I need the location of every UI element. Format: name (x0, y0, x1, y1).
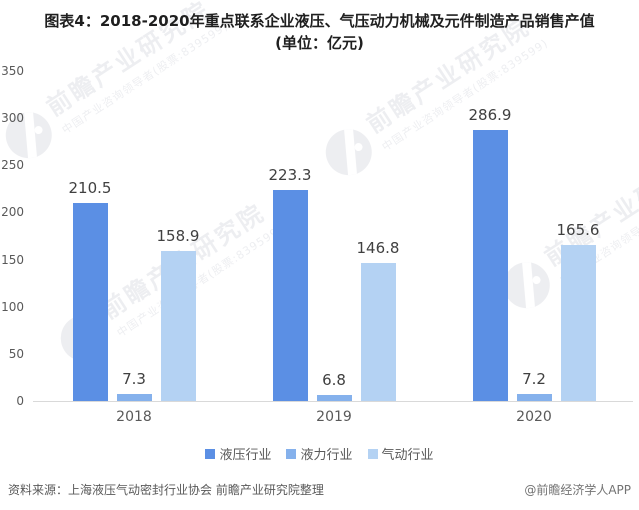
x-category-label: 2019 (316, 409, 352, 425)
x-axis-line (33, 401, 633, 402)
legend-swatch-icon (367, 448, 378, 459)
bar-segment (116, 394, 152, 401)
bar-segment (360, 262, 396, 401)
bar-value-label: 165.6 (556, 220, 600, 239)
bar-segment (316, 394, 352, 401)
bar-value-label: 286.9 (468, 106, 512, 125)
bar-segment (472, 130, 508, 401)
x-category-label: 2018 (116, 409, 152, 425)
chart-title-line1: 图表4：2018-2020年重点联系企业液压、气压动力机械及元件制造产品销售产值 (44, 12, 595, 30)
bar-value-label: 146.8 (356, 238, 400, 257)
bar-segment (516, 394, 552, 401)
legend-item: 液力行业 (286, 444, 353, 463)
bar-value-label: 7.2 (522, 370, 546, 389)
legend-label: 气动行业 (381, 448, 434, 463)
y-tick-label: 300 (1, 111, 24, 126)
bar-value-label: 210.5 (68, 178, 112, 197)
bar-segment (160, 251, 196, 401)
legend-swatch-icon (205, 448, 216, 459)
legend-label: 液压行业 (219, 448, 272, 463)
chart-title-unit: (单位：亿元) (275, 33, 364, 52)
bar-value-label: 158.9 (156, 227, 200, 246)
source-note: 资料来源：上海液压气动密封行业协会 前瞻产业研究院整理 (8, 483, 324, 497)
legend-swatch-icon (286, 448, 297, 459)
legend-item: 气动行业 (367, 444, 434, 463)
legend-item: 液压行业 (205, 444, 271, 463)
y-tick-label: 0 (16, 394, 24, 408)
bar-segment (560, 244, 596, 401)
y-tick-label: 350 (1, 64, 24, 78)
legend-label: 液力行业 (300, 448, 353, 463)
x-category-label: 2020 (516, 409, 552, 425)
bar-value-label: 7.3 (122, 370, 146, 389)
y-tick-label: 200 (1, 205, 24, 220)
y-tick-label: 50 (8, 346, 24, 361)
bar-value-label: 6.8 (322, 370, 346, 389)
bar-segment (72, 202, 108, 401)
bar-segment (272, 190, 308, 401)
bar-value-label: 223.3 (268, 166, 312, 185)
y-tick-label: 250 (1, 158, 24, 173)
credit-note: @前瞻经济学人APP (524, 483, 631, 497)
legend: 液压行业 液力行业 气动行业 (0, 444, 639, 463)
y-tick-label: 150 (1, 252, 24, 267)
chart-title: 图表4：2018-2020年重点联系企业液压、气压动力机械及元件制造产品销售产值… (0, 11, 639, 55)
y-tick-label: 100 (1, 299, 24, 314)
